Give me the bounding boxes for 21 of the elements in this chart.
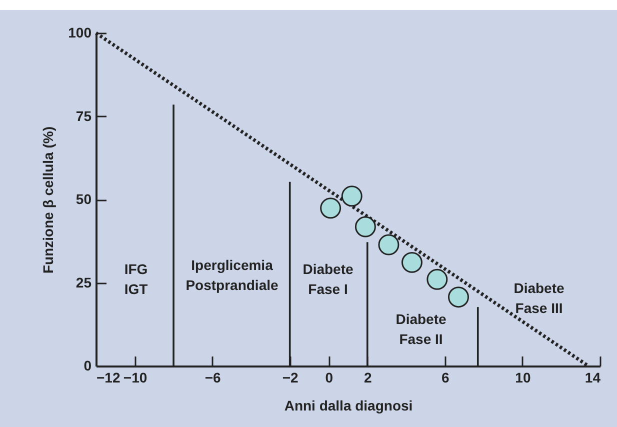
y-tick-label: 75 xyxy=(76,108,92,124)
annotation: Diabete Fase I xyxy=(302,261,354,297)
annotation: Diabete Fase III xyxy=(514,280,564,316)
x-tick-label: 14 xyxy=(584,370,601,386)
y-tick-label: 100 xyxy=(68,24,92,40)
x-tick-label: −2 xyxy=(282,370,299,386)
x-tick-label: −12 xyxy=(96,370,120,386)
x-tick-label: 2 xyxy=(364,370,372,386)
y-axis-title: Funzione β cellula (%) xyxy=(40,126,56,274)
annotation: Iperglicemia Postprandiale xyxy=(186,257,278,293)
x-tick-label: −6 xyxy=(204,370,221,386)
x-tick-label: 6 xyxy=(442,370,450,386)
x-tick-label: −10 xyxy=(123,370,148,386)
annotation: IFG IGT xyxy=(124,261,148,297)
y-tick-label: 25 xyxy=(76,274,92,290)
x-tick-label: 10 xyxy=(515,370,531,386)
x-tick-label: 0 xyxy=(325,370,334,386)
y-tick-label: 50 xyxy=(76,191,92,207)
y-tick-label: 0 xyxy=(84,358,92,374)
annotation: Diabete Fase II xyxy=(396,311,446,347)
x-axis-title: Anni dalla diagnosi xyxy=(284,398,413,414)
